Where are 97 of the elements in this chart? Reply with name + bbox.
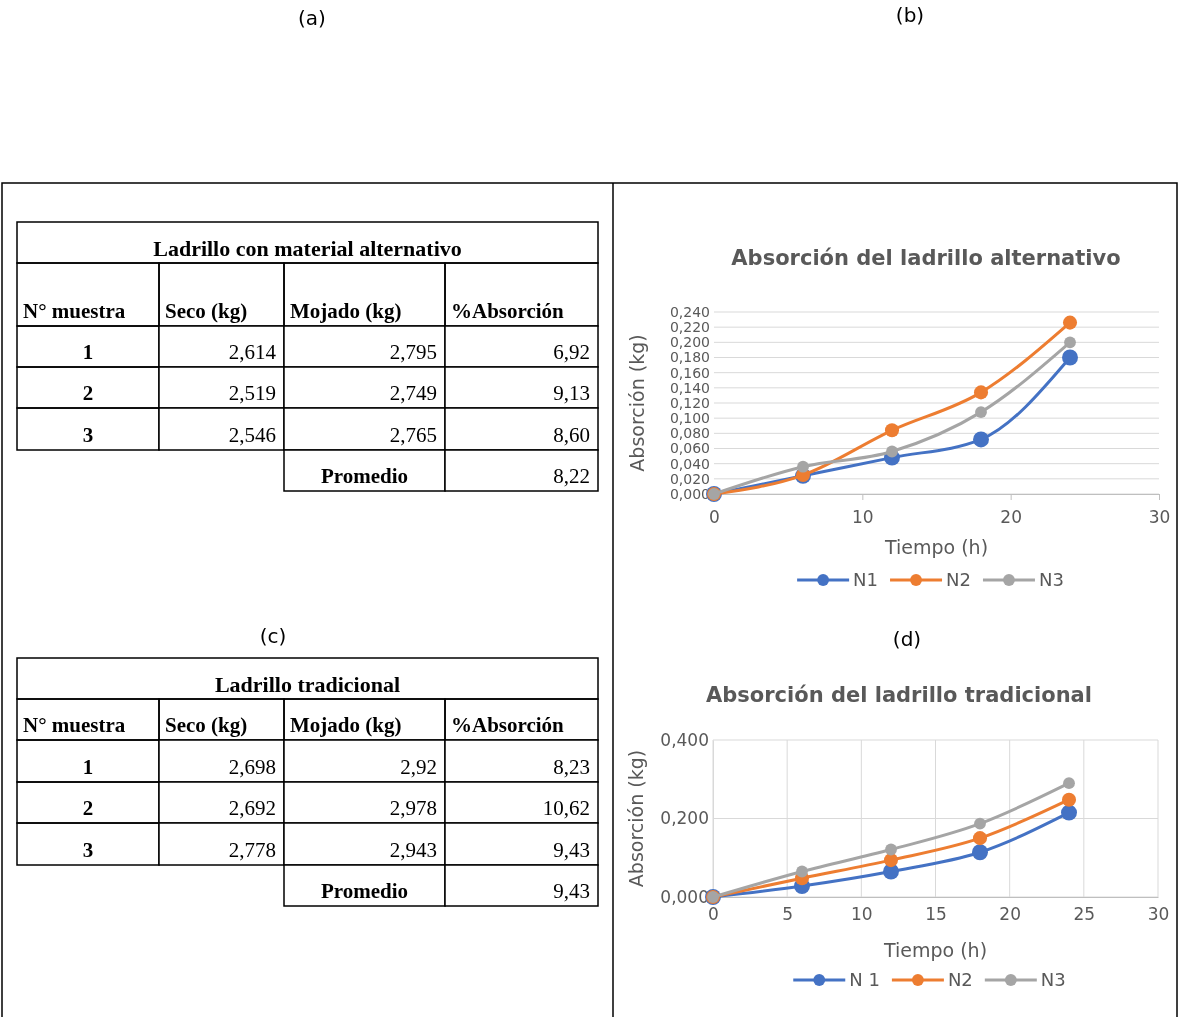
- text: 2,765: [389, 423, 437, 447]
- point: [796, 865, 808, 878]
- point: [1061, 804, 1077, 821]
- point: [972, 844, 988, 861]
- point: [1063, 777, 1075, 790]
- point: [973, 431, 989, 448]
- x-tick-label: 20: [999, 904, 1021, 925]
- y-tick-label: 0,180: [669, 349, 710, 366]
- point: [886, 445, 898, 458]
- y-tick-label: 0,120: [669, 394, 710, 411]
- point: [1062, 315, 1078, 330]
- x-tick-label: 0: [709, 507, 720, 528]
- text: N° muestra: [23, 299, 126, 323]
- y-tick-label: 0,040: [669, 455, 710, 472]
- point: [975, 406, 987, 419]
- text: 2,749: [389, 381, 437, 405]
- category-label: 2: [82, 381, 94, 405]
- x-tick-label: 10: [851, 904, 873, 925]
- y-tick-label: 0,160: [669, 364, 710, 381]
- y-tick-label: 0,200: [669, 334, 710, 351]
- category-label: %Absorción: [451, 713, 565, 737]
- text: Ladrillo con material alternativo: [153, 236, 462, 261]
- text: 2,978: [389, 796, 437, 820]
- text: (d): [892, 627, 922, 651]
- text: Ladrillo tradicional: [214, 672, 401, 697]
- point: [974, 817, 986, 830]
- text: (c): [259, 624, 287, 648]
- x-axis-title: Tiempo (h): [883, 536, 989, 558]
- point: [797, 460, 809, 473]
- text: 2,614: [228, 340, 276, 364]
- point: [884, 423, 900, 438]
- y-tick-label: 0,020: [669, 470, 710, 487]
- text: 2,795: [389, 340, 437, 364]
- text: 8,22: [553, 464, 590, 488]
- legend-label: N3: [1040, 969, 1066, 990]
- text: 2,519: [228, 381, 276, 405]
- legend-label: N3: [1038, 569, 1064, 590]
- y-tick-label: 0,400: [660, 729, 709, 750]
- y-axis-title: Absorción (kg): [626, 334, 648, 472]
- x-tick-label: 10: [852, 507, 874, 528]
- text: 2,698: [228, 755, 276, 779]
- y-tick-label: 0,140: [669, 379, 710, 396]
- x-tick-label: 15: [925, 904, 947, 925]
- text: N° muestra: [23, 713, 126, 737]
- text: (b): [895, 3, 925, 27]
- chart-title: Absorción del ladrillo alternativo: [731, 246, 1121, 270]
- legend-label: N2: [946, 569, 971, 590]
- category-label: 1: [82, 755, 94, 779]
- y-tick-label: 0,100: [669, 410, 710, 427]
- point: [972, 831, 988, 846]
- text: 2,778: [228, 838, 276, 862]
- text: Promedio: [320, 464, 409, 488]
- category-label: 2: [82, 796, 94, 820]
- text: 8,23: [553, 755, 590, 779]
- category-label: Mojado (kg): [290, 299, 402, 323]
- legend-label: N 1: [849, 969, 880, 990]
- x-tick-label: 25: [1073, 904, 1096, 925]
- text: Promedio: [320, 879, 409, 903]
- category-label: 3: [82, 838, 94, 862]
- point: [1064, 336, 1076, 349]
- point: [883, 853, 899, 868]
- category-label: 1: [82, 340, 94, 364]
- point: [973, 385, 989, 400]
- y-tick-label: 0,240: [669, 303, 710, 320]
- category-label: 3: [82, 423, 94, 447]
- text: 10,62: [542, 796, 590, 820]
- text: (a): [298, 6, 326, 30]
- text: 2,546: [228, 423, 276, 447]
- text: 9,43: [553, 838, 590, 862]
- chart-title: Absorción del ladrillo tradicional: [706, 683, 1092, 707]
- y-tick-label: 0,200: [660, 808, 709, 829]
- category-label: %Absorción: [451, 299, 565, 323]
- text: 2,92: [400, 755, 437, 779]
- category-label: Mojado (kg): [290, 713, 402, 737]
- x-tick-label: 30: [1147, 904, 1170, 925]
- text: 2,943: [389, 838, 437, 862]
- text: 8,60: [553, 423, 590, 447]
- x-axis-title: Tiempo (h): [882, 939, 988, 961]
- y-tick-label: 0,220: [669, 319, 710, 336]
- x-tick-label: 20: [1000, 507, 1022, 528]
- text: 6,92: [553, 340, 590, 364]
- point: [1062, 349, 1078, 366]
- point: [1061, 792, 1077, 807]
- text: 2,692: [228, 796, 276, 820]
- x-tick-label: 5: [782, 904, 794, 925]
- text: 9,43: [553, 879, 590, 903]
- x-tick-label: 30: [1148, 507, 1171, 528]
- category-label: Seco (kg): [165, 713, 248, 737]
- y-axis-title: Absorción (kg): [625, 749, 647, 888]
- point: [885, 843, 897, 856]
- y-tick-label: 0,060: [669, 440, 710, 457]
- x-tick-label: 0: [708, 904, 719, 925]
- y-tick-label: 0,080: [669, 425, 710, 442]
- legend-label: N2: [947, 969, 973, 990]
- category-label: Seco (kg): [165, 299, 248, 323]
- text: 9,13: [553, 381, 590, 405]
- legend-label: N1: [853, 569, 879, 590]
